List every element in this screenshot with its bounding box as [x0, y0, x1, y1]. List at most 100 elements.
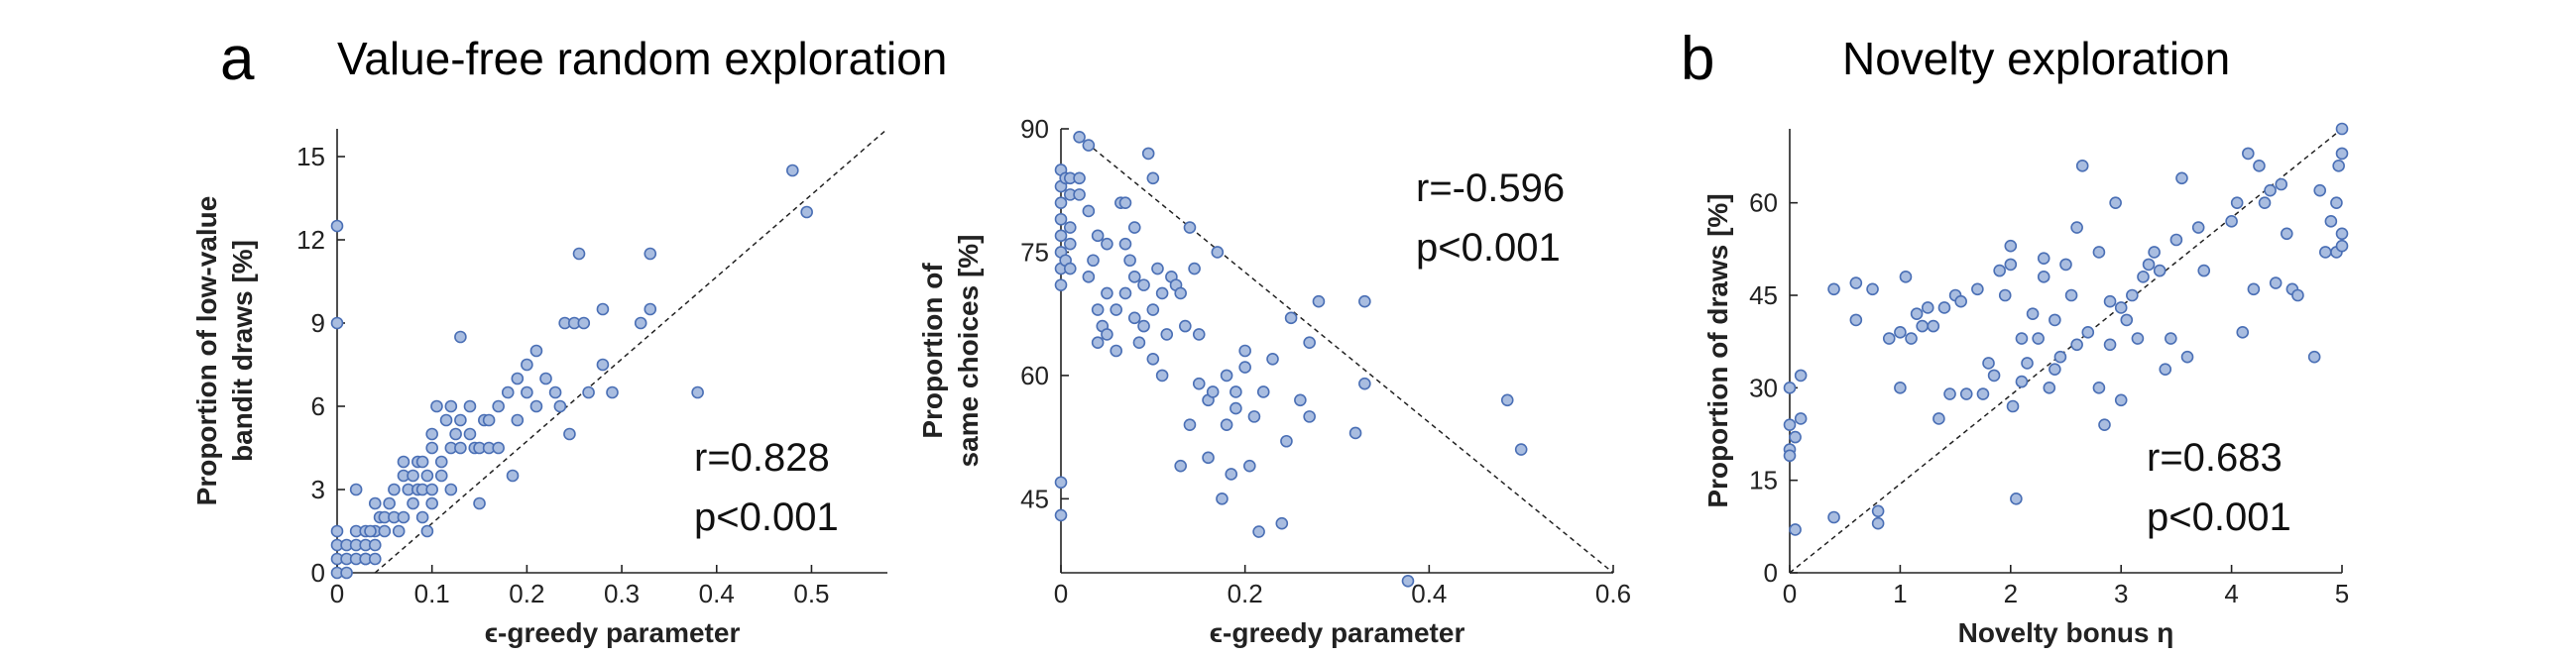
data-point: [1247, 410, 1261, 423]
data-point: [1054, 196, 1068, 209]
data-point: [2242, 147, 2255, 161]
data-point: [596, 358, 610, 372]
data-point: [1054, 476, 1068, 490]
data-point: [1238, 361, 1251, 374]
regression-line: [1789, 128, 2343, 574]
data-point: [368, 496, 382, 510]
x-tick-label: 0.2: [509, 579, 544, 608]
y-tick-label: 15: [1749, 466, 1778, 495]
data-point: [2098, 418, 2111, 431]
chart-low-value-draws: 0 0.1 0.2 0.3 0.4 0.5 0 3 6 9 12 15 ϵ-greedy paramet…: [191, 128, 888, 648]
data-point: [2330, 196, 2343, 209]
data-point: [1179, 319, 1192, 333]
y-tick-label: 0: [311, 558, 325, 588]
data-point: [2335, 227, 2349, 241]
data-point: [691, 385, 704, 399]
data-point: [1146, 352, 1160, 366]
y-tick-label: 3: [311, 475, 325, 504]
data-point: [1894, 382, 1907, 394]
data-point: [1211, 246, 1225, 259]
data-point: [2109, 196, 2122, 209]
data-point: [454, 330, 467, 344]
data-point: [1303, 410, 1316, 423]
data-point: [1987, 369, 2001, 383]
data-point: [2258, 196, 2272, 209]
data-point: [1082, 139, 1096, 152]
data-point: [1783, 382, 1797, 394]
panel-letter-a: a: [220, 25, 255, 93]
data-point: [2070, 221, 2083, 234]
data-point: [529, 399, 543, 413]
data-point: [1054, 229, 1068, 243]
x-tick-label: 0.5: [793, 579, 829, 608]
data-point: [2004, 258, 2018, 272]
data-point: [420, 469, 434, 483]
x-tick-label: 1: [1893, 579, 1907, 608]
data-point: [1091, 229, 1105, 243]
data-point: [2114, 393, 2128, 407]
data-point: [2015, 332, 2029, 345]
data-point: [463, 427, 477, 441]
data-point: [444, 399, 458, 413]
data-point: [2059, 258, 2072, 272]
data-point: [1866, 282, 1879, 296]
data-point: [644, 247, 657, 261]
data-point: [644, 302, 657, 316]
data-point: [1063, 237, 1077, 251]
data-point: [2032, 332, 2045, 345]
data-point: [1312, 294, 1326, 308]
data-point: [1127, 311, 1141, 325]
data-point: [1101, 286, 1113, 300]
data-point: [1160, 328, 1174, 341]
data-point: [553, 399, 567, 413]
data-point: [2081, 326, 2095, 339]
data-point: [1982, 357, 1995, 370]
data-point: [1063, 262, 1077, 275]
data-point: [1358, 294, 1371, 308]
correlation-r: r=-0.596: [1416, 166, 1565, 210]
data-point: [1082, 204, 1096, 218]
x-tick-label: 2: [2004, 579, 2018, 608]
data-point: [1063, 221, 1077, 234]
data-point: [368, 538, 382, 552]
y-axis-label: Proportion of low-value: [191, 196, 222, 506]
data-point: [1954, 294, 1967, 308]
data-point: [2049, 363, 2061, 376]
data-point: [2075, 160, 2089, 172]
x-tick-label: 0: [1783, 579, 1797, 608]
y-tick-label: 15: [296, 142, 325, 171]
data-point: [434, 455, 448, 469]
correlation-r: r=0.683: [2147, 436, 2283, 480]
panel-title-b: Novelty exploration: [1842, 33, 2230, 84]
x-axis-label: ϵ-greedy parameter: [485, 617, 741, 648]
y-tick-label: 90: [1020, 114, 1049, 144]
y-tick-label: 60: [1020, 361, 1049, 390]
chart-same-choices: 0 0.2 0.4 0.6 45 60 75 90 ϵ-greedy parameter Prop…: [917, 114, 1631, 648]
data-point: [1882, 332, 1896, 345]
data-point: [1894, 326, 1907, 339]
data-point: [1188, 262, 1201, 275]
data-point: [425, 427, 438, 441]
data-point: [1789, 430, 1802, 444]
data-point: [1220, 418, 1233, 431]
data-point: [2191, 221, 2205, 234]
data-point: [1971, 282, 1984, 296]
x-tick-label: 4: [2224, 579, 2238, 608]
data-point: [1118, 196, 1132, 209]
data-point: [1155, 286, 1169, 300]
data-point: [634, 316, 647, 330]
data-point: [434, 469, 448, 483]
y-axis-label: Proportion of draws [%]: [1702, 193, 1733, 507]
data-point: [2169, 233, 2183, 247]
data-point: [415, 455, 429, 469]
x-tick-label: 0.4: [699, 579, 735, 608]
data-point: [1127, 221, 1141, 234]
data-point: [2180, 350, 2194, 364]
data-point: [1137, 319, 1150, 333]
data-point: [548, 385, 562, 399]
data-point: [2253, 160, 2266, 172]
data-point: [2131, 332, 2145, 345]
data-point: [2291, 288, 2304, 302]
data-point: [2225, 215, 2238, 228]
data-point: [1910, 307, 1924, 320]
